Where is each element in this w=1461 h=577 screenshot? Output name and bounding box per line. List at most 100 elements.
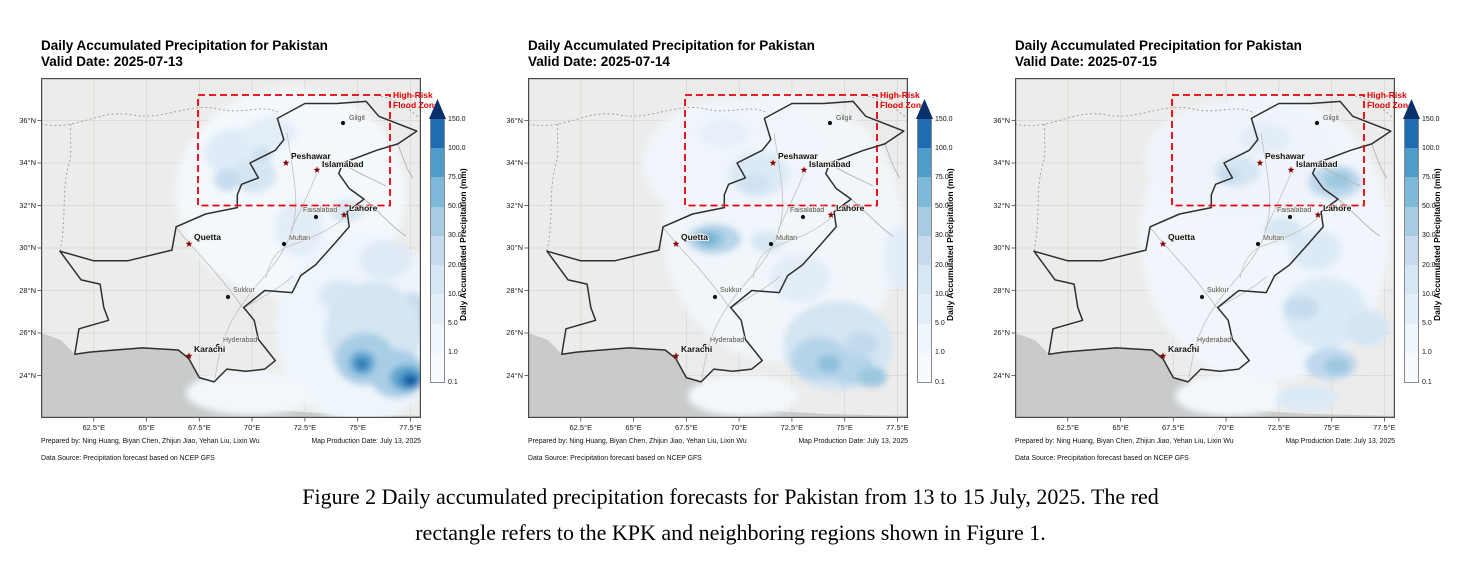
city-marker-dot [225,294,231,300]
city-label: Peshawar [778,151,818,161]
lon-tick-label: 67.5°E [187,423,211,432]
map-footer: Prepared by: Ning Huang, Biyan Chen, Zhi… [1015,438,1395,445]
map-title-line: Daily Accumulated Precipitation for Paki… [528,38,815,53]
rivers [701,132,832,379]
city-label: Quetta [1168,232,1195,242]
lat-tick-label: 36°N [506,115,523,125]
colorbar-tick-label: 5.0 [448,320,458,328]
dashed-borders [1014,95,1394,252]
city-marker-star [672,240,680,247]
colorbar: 0.1 1.0 5.0 10.0 20.0 30.0 50.0 75.0 100.0 150.0 [1403,99,1440,386]
colorbar-tick-label: 150.0 [448,115,466,123]
colorbar-tick-label: 30.0 [448,232,462,240]
precipitation-field [1140,93,1390,416]
map-title: Daily Accumulated Precipitation for Paki… [1015,38,1302,70]
caption-line2: rectangle refers to the KPK and neighbor… [415,520,1046,545]
figure-caption: Figure 2 Daily accumulated precipitation… [0,470,1461,551]
colorbar-segment [918,119,931,149]
lon-tick-label: 75°E [349,423,366,432]
data-source-text: Data Source: Precipitation forecast base… [41,455,215,462]
lon-tick-label: 62.5°E [82,423,106,432]
city-marker-dot [215,343,221,349]
colorbar-segment [1405,206,1418,236]
colorbar-tick-label: 50.0 [1422,203,1436,211]
neighbor-borders [342,143,414,237]
rivers [214,132,345,379]
lat-tick-label: 24°N [19,370,36,380]
province-borders [175,226,294,309]
city-label: Multan [1263,235,1284,242]
precipitation-field [176,88,421,418]
city-marker-dot [702,343,708,349]
lat-tick-label: 26°N [993,328,1010,337]
colorbar: 0.1 1.0 5.0 10.0 20.0 30.0 50.0 75.0 100.0 150.0 [429,99,466,386]
colorbar-axis-label: Daily Accumulated Precipitation (mm) [458,168,468,322]
colorbar-extend-arrow [916,99,933,119]
axis-ticks [1011,120,1385,422]
lat-tick-label: 32°N [19,200,36,210]
colorbar-bar [430,118,445,383]
colorbar-bar [917,118,932,383]
city-marker-dot [1189,343,1195,349]
colorbar-axis-label: Daily Accumulated Precipitation (mm) [1432,168,1442,322]
colorbar-tick-label: 75.0 [1422,173,1436,181]
colorbar-segment [918,177,931,207]
colorbar-tick-label: 0.1 [1422,378,1432,386]
lat-tick-label: 34°N [993,158,1010,167]
lon-tick-label: 67.5°E [674,423,698,432]
arabian-sea [528,333,908,418]
lat-tick-label: 36°N [19,115,36,125]
colorbar-tick-label: 100.0 [448,144,466,152]
colorbar-tick-label: 50.0 [935,203,949,211]
city-marker-star [672,352,680,359]
colorbar-extend-arrow [429,99,446,119]
city-marker-star [1287,166,1295,173]
city-label: Faisalabad [1277,207,1311,214]
city-label: Peshawar [291,151,331,161]
lon-tick-label: 70°E [1217,423,1235,432]
city-label: Gilgit [836,115,852,122]
city-label: Sukkur [233,287,255,294]
city-label: Lahore [1323,203,1352,213]
precipitation-field [643,93,908,416]
colorbar-segment [1405,235,1418,266]
lat-tick-label: 26°N [506,328,523,337]
lon-tick-label: 75°E [1323,423,1340,432]
map-title-line: Daily Accumulated Precipitation for Paki… [1015,38,1302,53]
valid-date-label: Valid Date: 2025-07-14 [528,54,670,69]
colorbar-tick-label: 0.1 [448,378,458,386]
city-label: Gilgit [349,115,365,122]
high-risk-flood-zone-rect [1171,94,1365,207]
colorbar-tick-label: 20.0 [935,261,949,269]
caption-line1: Figure 2 Daily accumulated precipitation… [302,484,1159,509]
colorbar-tick-label: 1.0 [935,349,945,357]
lat-tick-label: 30°N [19,243,36,252]
dashed-borders [40,95,420,252]
city-marker-dot [340,120,346,126]
flood-zone-label: High-Risk Flood Zone [393,90,439,110]
city-marker-star [1159,352,1167,359]
lon-tick-label: 77.5°E [886,423,909,432]
map-title: Daily Accumulated Precipitation for Paki… [41,38,328,70]
lat-tick-label: 28°N [506,285,523,295]
precip-map-panel-3: Daily Accumulated Precipitation for Paki… [974,0,1461,470]
province-borders [662,226,781,309]
prepared-by-text: Prepared by: Ning Huang, Biyan Chen, Zhi… [41,438,260,445]
lat-tick-label: 36°N [993,115,1010,125]
colorbar-tick-label: 75.0 [935,173,949,181]
lon-tick-label: 67.5°E [1161,423,1185,432]
pakistan-border [1033,100,1392,383]
colorbar-segment [431,235,444,266]
lon-tick-label: 77.5°E [399,423,422,432]
city-marker-dot [712,294,718,300]
lat-tick-label: 28°N [19,285,36,295]
city-label: Islamabad [1296,159,1338,169]
arabian-sea [41,333,421,418]
lon-tick-label: 65°E [138,423,155,432]
colorbar-segment [431,323,444,353]
city-marker-star [1314,211,1322,218]
province-borders [1149,226,1268,309]
colorbar-segment [918,206,931,236]
